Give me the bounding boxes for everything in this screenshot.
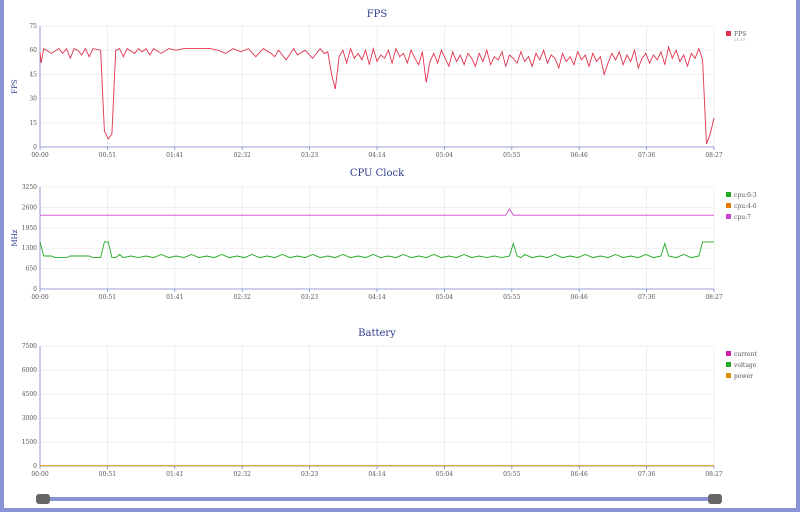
y-tick-label: 1500 [22,439,37,446]
legend-swatch [726,351,731,356]
y-tick-label: 75 [29,23,37,30]
legend-label: voltage [733,362,757,369]
x-tick-label: 03:23 [301,471,318,478]
legend-swatch [726,192,731,197]
legend-swatch [726,362,731,367]
x-tick-label: 01:41 [166,152,183,159]
y-tick-label: 45 [29,71,37,78]
chart-title: CPU Clock [350,168,405,179]
x-tick-label: 07:36 [638,471,655,478]
x-tick-label: 03:23 [301,152,318,159]
y-tick-label: 1950 [22,225,37,232]
y-tick-label: 2600 [22,204,37,211]
x-tick-label: 00:51 [99,471,116,478]
y-tick-label: 3000 [22,415,37,422]
slider-end-handle[interactable] [708,494,722,504]
x-tick-label: 03:23 [301,294,318,301]
x-tick-label: 07:36 [638,294,655,301]
y-axis-label: FPS [11,79,19,94]
y-tick-label: 4500 [22,391,37,398]
legend-swatch [726,373,731,378]
x-tick-label: 08:27 [705,294,722,301]
charts-svg: FPS FPS 0 15 30 45 60 75 00:00 00:51 01:41 02:32 03:… [11,9,757,478]
x-tick-label: 02:32 [234,471,251,478]
y-tick-label: 7500 [22,343,37,350]
y-tick-label: 0 [33,286,37,293]
x-tick-label: 05:55 [503,471,520,478]
x-tick-label: 00:00 [31,471,48,478]
y-tick-label: 60 [29,47,37,54]
chart-title: Battery [358,328,396,339]
legend-label: current [734,351,757,358]
legend-label: cpu:7 [734,214,751,221]
legend-swatch [726,214,731,219]
y-axis-label: MHz [11,229,19,246]
x-tick-label: 07:36 [638,152,655,159]
x-tick-label: 06:46 [571,471,588,478]
x-tick-label: 00:00 [31,294,48,301]
x-tick-label: 04:14 [368,294,385,301]
series-line [40,208,714,216]
time-range-slider[interactable] [40,497,720,501]
x-tick-label: 01:41 [166,294,183,301]
x-tick-label: 05:55 [503,152,520,159]
chart-frame: FPS FPS 0 15 30 45 60 75 00:00 00:51 01:41 02:32 03:… [4,0,796,508]
y-tick-label: 0 [33,144,37,151]
y-tick-label: 3250 [22,184,37,191]
y-tick-label: 15 [29,120,37,127]
slider-start-handle[interactable] [36,494,50,504]
x-tick-label: 04:14 [368,152,385,159]
x-tick-label: 00:00 [31,152,48,159]
x-tick-label: 05:55 [503,294,520,301]
x-tick-label: 00:51 [99,152,116,159]
x-tick-label: 01:41 [166,471,183,478]
x-tick-label: 05:04 [436,152,453,159]
legend-swatch [726,31,731,36]
legend-label: cpu:0-3 [734,192,757,199]
y-tick-label: 1300 [22,245,37,252]
x-tick-label: 08:27 [705,471,722,478]
legend-label: cpu:4-6 [734,203,757,210]
x-tick-label: 00:51 [99,294,116,301]
x-tick-label: 02:32 [234,294,251,301]
legend-swatch [726,203,731,208]
x-tick-label: 06:46 [571,294,588,301]
y-tick-label: 650 [26,266,38,273]
x-tick-label: 08:27 [705,152,722,159]
series-line [39,241,714,259]
legend-label: power [734,373,753,380]
y-tick-label: 30 [29,96,37,103]
x-tick-label: 05:04 [436,294,453,301]
x-tick-label: 04:14 [368,471,385,478]
x-tick-label: 06:46 [571,152,588,159]
legend-label: FPS [734,31,746,38]
y-tick-label: 6000 [22,367,37,374]
series-line [39,45,715,144]
x-tick-label: 05:04 [436,471,453,478]
x-tick-label: 02:32 [234,152,251,159]
chart-title: FPS [367,9,388,20]
y-tick-label: 0 [33,463,37,470]
legend-sublabel: 21.57 [734,37,746,42]
